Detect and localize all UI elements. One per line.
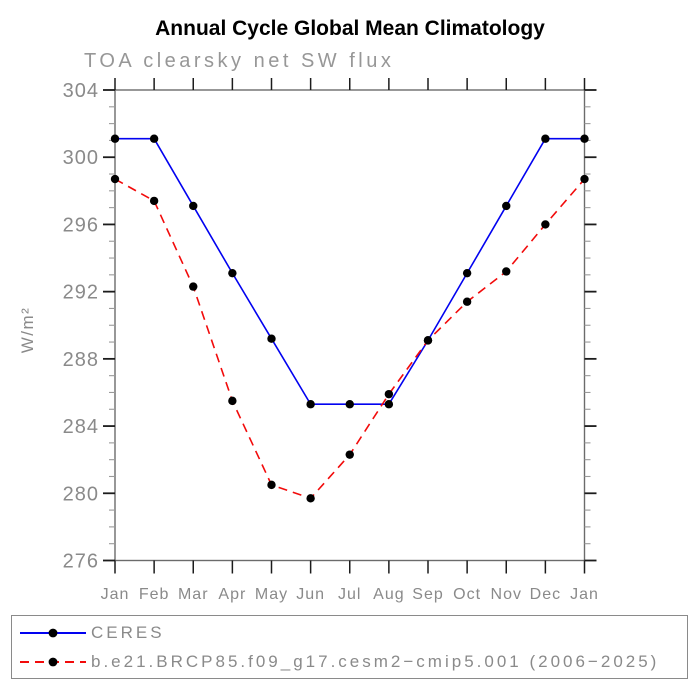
data-point-marker-model (384, 389, 394, 399)
legend-model-marker (48, 657, 58, 666)
data-point-marker-model (110, 174, 120, 184)
y-tick-label: 288 (63, 349, 99, 371)
data-point-marker-model (345, 450, 354, 459)
y-tick-label: 284 (63, 416, 99, 438)
data-point-marker-model (502, 267, 511, 276)
y-axis-title: W/m² (18, 307, 37, 354)
data-point-marker-ceres (228, 268, 237, 278)
y-tick-label: 292 (63, 282, 99, 304)
plot-area: 276 280 284 288 292 296 300 304 Jan Feb Mar Apr May J… (18, 78, 599, 603)
x-tick-label: Jan (101, 586, 130, 603)
data-point-marker-ceres (110, 134, 120, 143)
x-tick-label: Mar (178, 586, 209, 603)
chart-subtitle: TOA clearsky net SW flux (84, 50, 395, 72)
x-tick-label: Jan (570, 586, 599, 603)
data-point-marker-ceres (149, 134, 159, 143)
y-tick-label: 300 (63, 147, 99, 169)
data-point-marker-ceres (502, 201, 511, 211)
x-tick-label: Aug (373, 586, 404, 603)
data-point-marker-model (423, 336, 433, 345)
x-tick-label: Jun (296, 586, 325, 603)
data-point-marker-ceres (189, 201, 198, 211)
data-point-marker-model (306, 494, 315, 503)
plot-frame (114, 89, 586, 562)
legend-item-model: b.e21.BRCP85.f09_g17.cesm2−cmip5.001 (20… (17, 648, 687, 675)
x-tick-label: Dec (530, 586, 561, 603)
x-tick-label: Apr (218, 586, 246, 603)
y-tick-label: 304 (63, 80, 99, 102)
data-point-marker-model (228, 396, 237, 406)
legend-item-ceres: CERES (17, 619, 687, 646)
data-point-marker-ceres (345, 400, 354, 409)
data-point-marker-ceres (384, 400, 394, 409)
x-tick-label: Jul (338, 586, 361, 603)
data-point-marker-model (541, 220, 550, 229)
data-point-marker-ceres (541, 134, 550, 143)
data-point-marker-ceres (462, 268, 472, 278)
legend-ceres-marker (48, 628, 58, 637)
x-tick-label: May (255, 586, 288, 603)
y-tick-label: 296 (63, 214, 99, 236)
data-point-marker-model (267, 480, 276, 490)
legend-box: CERES b.e21.BRCP85.f09_g17.cesm2−cmip5.0… (11, 615, 688, 679)
y-tick-label: 280 (63, 483, 99, 505)
data-point-marker-ceres (267, 334, 276, 343)
legend-label-ceres: CERES (91, 622, 165, 642)
data-point-marker-ceres (306, 400, 315, 409)
x-tick-label: Sep (412, 586, 443, 603)
y-tick-label: 276 (63, 551, 99, 573)
chart-title: Annual Cycle Global Mean Climatology (155, 17, 545, 40)
data-point-marker-model (580, 174, 589, 184)
x-tick-label: Feb (139, 586, 170, 603)
legend-label-model: b.e21.BRCP85.f09_g17.cesm2−cmip5.001 (20… (91, 651, 660, 671)
data-point-marker-model (189, 282, 198, 291)
x-tick-label: Nov (491, 586, 522, 603)
series-line-model (114, 178, 586, 500)
data-point-marker-model (462, 297, 472, 306)
data-point-marker-ceres (580, 134, 589, 143)
legend-line-sample-model (20, 657, 86, 666)
x-tick-label: Oct (453, 586, 481, 603)
legend-line-sample-ceres (20, 628, 86, 637)
data-point-marker-model (149, 196, 159, 206)
series-line-ceres (115, 137, 585, 406)
